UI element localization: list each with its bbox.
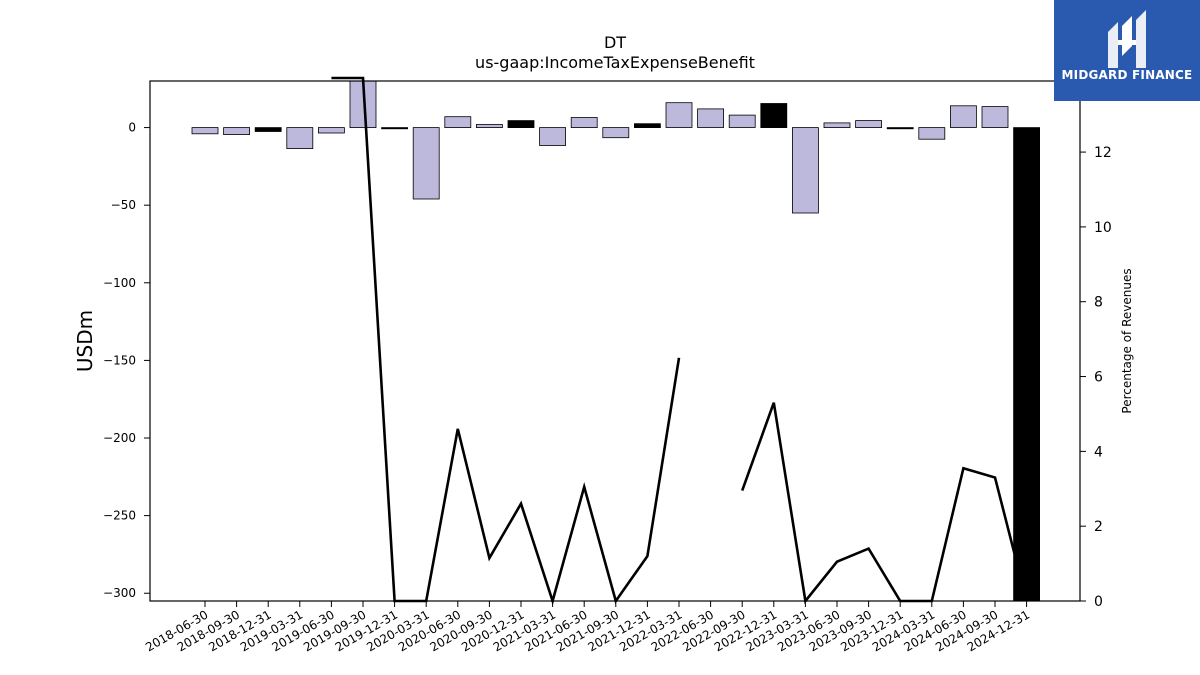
y-tick-label: 0 bbox=[128, 121, 136, 135]
bar-2023-03-31 bbox=[792, 127, 819, 214]
plot-frame bbox=[149, 80, 1081, 602]
bar-2020-06-30 bbox=[444, 116, 472, 128]
y2-tick-label: 12 bbox=[1094, 145, 1112, 161]
bar-2022-09-30 bbox=[728, 114, 756, 128]
line-group bbox=[331, 76, 1028, 606]
bar-2018-12-31 bbox=[254, 127, 282, 132]
bar-2022-06-30 bbox=[697, 108, 724, 128]
bar-2019-12-31 bbox=[381, 127, 409, 130]
bar-2022-12-31 bbox=[760, 103, 788, 129]
y2-tick-label: 0 bbox=[1094, 594, 1103, 610]
bar-2021-03-31 bbox=[539, 127, 566, 146]
bar-2024-12-31 bbox=[1013, 127, 1040, 602]
bar-2018-09-30 bbox=[223, 127, 251, 135]
bar-group bbox=[191, 80, 1040, 602]
y-tick-label: −200 bbox=[103, 431, 136, 445]
chart-subtitle: us-gaap:IncomeTaxExpenseBenefit bbox=[475, 53, 755, 72]
bar-2023-09-30 bbox=[855, 120, 882, 128]
bar-2023-06-30 bbox=[823, 122, 851, 129]
revenue-pct-line bbox=[331, 76, 681, 606]
bar-2019-06-30 bbox=[317, 127, 345, 134]
bar-2020-12-31 bbox=[507, 120, 535, 128]
y-axis-left: 0 −50 −100 −150 −200 −250 −300 bbox=[103, 121, 150, 600]
brand-logo: MIDGARD FINANCE bbox=[1054, 0, 1200, 101]
y2-tick-label: 8 bbox=[1094, 295, 1103, 311]
bar-2018-06-30 bbox=[191, 127, 219, 135]
y2-axis-label: Percentage of Revenues bbox=[1120, 268, 1134, 413]
y2-tick-label: 10 bbox=[1094, 220, 1112, 236]
y-tick-label: −150 bbox=[103, 353, 136, 367]
y2-tick-label: 6 bbox=[1094, 370, 1103, 386]
bar-2020-03-31 bbox=[412, 127, 440, 200]
y-axis-label: USDm bbox=[73, 310, 97, 372]
y-tick-label: −50 bbox=[111, 198, 136, 212]
bar-2021-06-30 bbox=[570, 117, 598, 129]
bar-2024-09-30 bbox=[981, 106, 1009, 128]
logo-mark-icon bbox=[1108, 10, 1146, 68]
bar-2024-03-31 bbox=[918, 127, 946, 140]
bar-2024-06-30 bbox=[950, 105, 977, 128]
bar-2023-12-31 bbox=[886, 127, 914, 130]
bar-2019-03-31 bbox=[286, 127, 314, 149]
bar-2020-09-30 bbox=[475, 124, 503, 128]
bar-2021-09-30 bbox=[602, 127, 630, 139]
y-tick-label: −100 bbox=[103, 276, 136, 290]
y-tick-label: −250 bbox=[103, 509, 136, 523]
y-axis-right: 0 2 4 6 8 10 12 bbox=[1080, 145, 1112, 610]
y2-tick-label: 2 bbox=[1094, 519, 1103, 535]
chart-title: DT bbox=[604, 33, 626, 52]
y2-tick-label: 4 bbox=[1094, 444, 1103, 460]
y-tick-label: −300 bbox=[103, 586, 136, 600]
bar-2022-03-31 bbox=[665, 102, 693, 128]
x-axis: 2018-06-302018-09-302018-12-312019-03-31… bbox=[143, 601, 1032, 654]
revenue-pct-line bbox=[740, 402, 1028, 605]
bar-2021-12-31 bbox=[634, 123, 661, 128]
logo-text: MIDGARD FINANCE bbox=[1061, 68, 1193, 82]
